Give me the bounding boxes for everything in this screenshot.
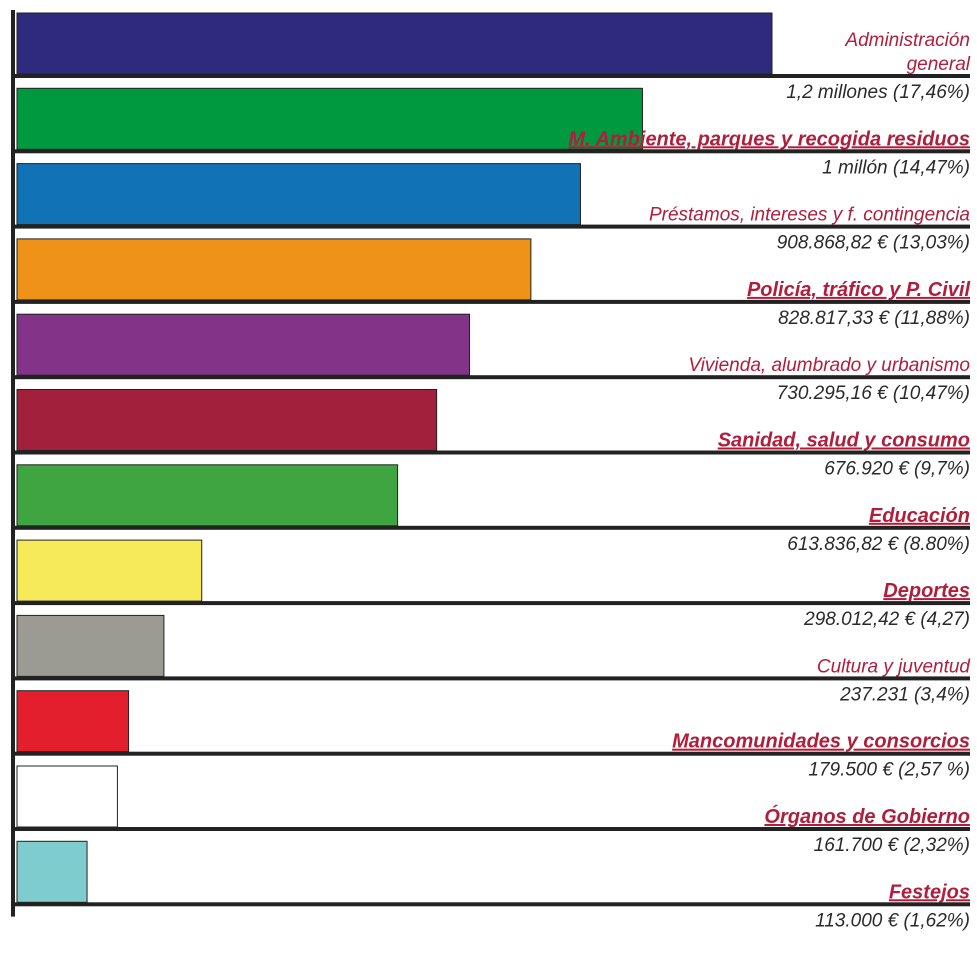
value-label-9: 237.231 (3,4%): [839, 684, 970, 705]
value-label-10: 179.500 € (2,57 %): [808, 760, 970, 781]
value-label-4: 828.817,33 € (11,88%): [778, 308, 970, 329]
bar-1: [16, 12, 773, 75]
category-label-1-line-1: Administración: [844, 30, 970, 51]
row-baseline-11: [11, 827, 970, 831]
value-label-7: 613.836,82 € (8.80%): [787, 534, 970, 555]
row-baseline-9: [11, 676, 970, 681]
row-baseline-4: [11, 299, 970, 304]
category-label-6: Sanidad, salud y consumo: [718, 430, 970, 452]
bar-2: [16, 87, 643, 150]
row-baseline-12: [11, 902, 970, 907]
row-baseline-2: [11, 149, 970, 154]
bar-10: [16, 690, 130, 753]
y-axis-line: [11, 10, 15, 917]
category-label-12: Festejos: [889, 881, 970, 903]
bar-12: [16, 840, 88, 903]
value-label-3: 908.868,82 € (13,03%): [777, 233, 970, 254]
category-label-5: Vivienda, alumbrado y urbanismo: [688, 355, 970, 376]
row-baseline-1: [11, 74, 970, 78]
bar-4: [16, 238, 532, 301]
category-label-11: Órganos de Gobierno: [764, 804, 970, 828]
row-baseline-10: [11, 751, 970, 756]
value-label-11: 161.700 € (2,32%): [814, 835, 970, 856]
bar-9: [16, 614, 165, 677]
bar-3: [16, 163, 581, 226]
value-label-2: 1 millón (14,47%): [822, 157, 970, 178]
category-label-3: Préstamos, intereses y f. contingencia: [649, 205, 970, 226]
category-label-2: M. Ambiente, parques y recogida residuos: [568, 128, 970, 150]
value-label-8: 298.012,42 € (4,27): [803, 609, 970, 630]
row-baseline-8: [11, 601, 970, 606]
bar-6: [16, 389, 438, 451]
value-label-6: 676.920 € (9,7%): [824, 459, 970, 480]
category-label-10: Mancomunidades y consorcios: [672, 731, 970, 753]
row-baseline-3: [11, 224, 970, 229]
category-label-4: Policía, tráfico y P. Civil: [747, 279, 971, 301]
category-label-8: Deportes: [883, 580, 970, 602]
value-label-12: 113.000 € (1,62%): [815, 910, 970, 931]
value-label-1: 1,2 millones (17,46%): [786, 82, 970, 103]
bar-5: [16, 313, 471, 376]
category-label-9: Cultura y juventud: [817, 656, 972, 677]
row-baseline-6: [11, 450, 970, 455]
category-label-7: Educación: [869, 505, 970, 527]
category-label-1-line-2: general: [907, 54, 971, 75]
row-baseline-7: [11, 525, 970, 530]
row-baseline-5: [11, 375, 970, 380]
bar-7: [16, 464, 399, 527]
bar-11: [16, 765, 118, 828]
bar-8: [16, 539, 203, 602]
value-label-5: 730.295,16 € (10,47%): [777, 383, 970, 404]
